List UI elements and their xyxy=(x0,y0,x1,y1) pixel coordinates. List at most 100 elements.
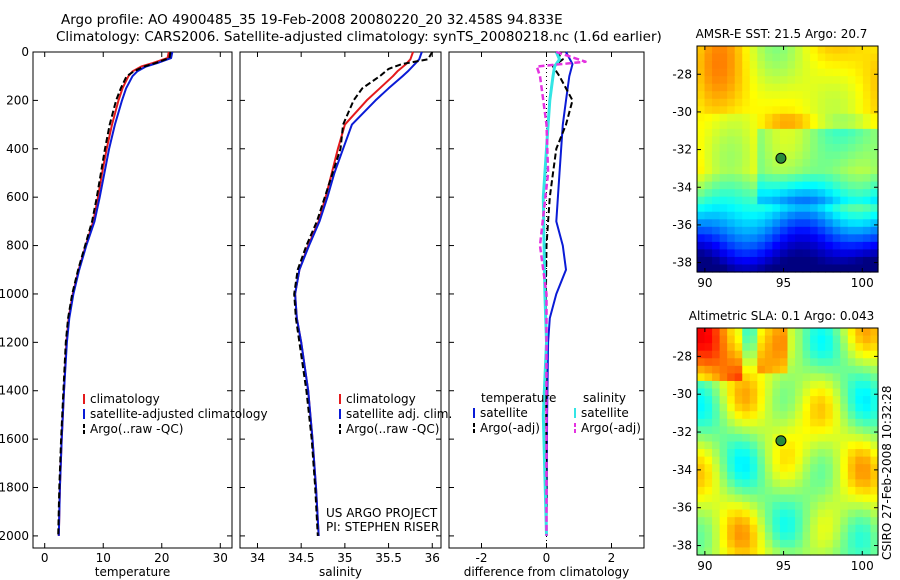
heatmap-cell xyxy=(749,539,758,549)
salinity-series-satellite-adj-clim- xyxy=(294,51,423,536)
heatmap-cell xyxy=(817,532,826,541)
heatmap-cell xyxy=(817,53,826,62)
heatmap-cell xyxy=(787,68,796,77)
heatmap-cell xyxy=(832,113,841,122)
heatmap-cell xyxy=(772,136,781,145)
heatmap-cell xyxy=(704,121,713,130)
heatmap-cell xyxy=(840,335,849,344)
heatmap-cell xyxy=(749,532,758,541)
heatmap-cell xyxy=(795,426,804,435)
heatmap-cell xyxy=(772,249,781,258)
heatmap-cell xyxy=(712,486,721,496)
heatmap-cell xyxy=(719,128,728,137)
heatmap-cell xyxy=(832,335,841,344)
heatmap-cell xyxy=(840,464,849,473)
heatmap-cell xyxy=(825,91,834,100)
heatmap-cell xyxy=(772,547,781,556)
heatmap-cell xyxy=(855,98,864,107)
heatmap-cell xyxy=(727,532,736,541)
sla_map-ytick-label: -34 xyxy=(672,463,692,477)
heatmap-cell xyxy=(855,113,864,122)
heatmap-cell xyxy=(840,121,849,130)
heatmap-cell xyxy=(825,256,834,266)
heatmap-cell xyxy=(787,328,796,337)
heatmap-cell xyxy=(779,517,789,526)
heatmap-cell xyxy=(817,98,826,107)
heatmap-cell xyxy=(719,241,728,250)
heatmap-cell xyxy=(742,547,751,556)
heatmap-cell xyxy=(847,343,856,352)
heatmap-cell xyxy=(764,136,774,145)
heatmap-cell xyxy=(727,388,736,397)
heatmap-cell xyxy=(862,328,872,337)
heatmap-cell xyxy=(862,143,872,153)
heatmap-cell xyxy=(802,539,811,549)
heatmap-cell xyxy=(870,441,879,450)
heatmap-cell xyxy=(742,128,751,137)
heatmap-cell xyxy=(795,464,804,473)
heatmap-cell xyxy=(757,121,766,130)
heatmap-cell xyxy=(855,249,864,258)
heatmap-cell xyxy=(749,396,758,405)
heatmap-cell xyxy=(810,365,819,374)
heatmap-cell xyxy=(870,196,879,205)
heatmap-cell xyxy=(697,113,706,122)
heatmap-cell xyxy=(742,61,751,70)
depth-tick-label: 400 xyxy=(6,142,29,156)
heatmap-cell xyxy=(727,189,736,198)
heatmap-cell xyxy=(855,211,864,220)
sst_map-ytick-label: -30 xyxy=(672,105,692,119)
heatmap-cell xyxy=(712,181,721,190)
heatmap-cell xyxy=(749,479,758,488)
heatmap-cell xyxy=(757,46,766,55)
heatmap-cell xyxy=(862,403,872,412)
heatmap-cell xyxy=(764,494,774,503)
heatmap-cell xyxy=(817,159,826,168)
heatmap-cell xyxy=(779,46,789,55)
heatmap-cell xyxy=(855,426,864,435)
heatmap-cell xyxy=(870,433,879,443)
heatmap-cell xyxy=(742,166,751,175)
heatmap-cell xyxy=(757,441,766,450)
heatmap-cell xyxy=(749,159,758,168)
heatmap-cell xyxy=(787,121,796,130)
heatmap-cell xyxy=(862,226,872,235)
heatmap-cell xyxy=(787,350,796,359)
heatmap-cell xyxy=(847,471,856,480)
heatmap-cell xyxy=(832,532,841,541)
heatmap-cell xyxy=(840,365,849,374)
heatmap-cell xyxy=(757,241,766,250)
heatmap-cell xyxy=(764,380,774,390)
heatmap-cell xyxy=(795,204,804,213)
heatmap-cell xyxy=(817,189,826,198)
heatmap-cell xyxy=(855,328,864,337)
heatmap-cell xyxy=(757,53,766,62)
heatmap-cell xyxy=(712,234,721,243)
heatmap-cell xyxy=(742,264,751,273)
heatmap-cell xyxy=(832,264,841,273)
heatmap-cell xyxy=(719,449,728,458)
heatmap-cell xyxy=(795,256,804,266)
heatmap-cell xyxy=(810,106,819,115)
heatmap-cell xyxy=(802,464,811,473)
heatmap-cell xyxy=(742,241,751,250)
heatmap-cell xyxy=(870,486,879,496)
heatmap-cell xyxy=(802,547,811,556)
heatmap-cell xyxy=(704,61,713,70)
heatmap-cell xyxy=(870,403,879,412)
heatmap-cell xyxy=(772,380,781,390)
heatmap-cell xyxy=(787,471,796,480)
heatmap-cell xyxy=(810,219,819,228)
heatmap-cell xyxy=(697,121,706,130)
heatmap-cell xyxy=(787,46,796,55)
heatmap-cell xyxy=(719,509,728,518)
heatmap-cell xyxy=(795,433,804,443)
heatmap-cell xyxy=(817,433,826,443)
heatmap-cell xyxy=(802,241,811,250)
heatmap-cell xyxy=(757,388,766,397)
heatmap-cell xyxy=(719,256,728,266)
heatmap-cell xyxy=(787,91,796,100)
sst_map-xtick-label: 95 xyxy=(776,276,791,290)
heatmap-cell xyxy=(862,433,872,443)
heatmap-cell xyxy=(742,159,751,168)
